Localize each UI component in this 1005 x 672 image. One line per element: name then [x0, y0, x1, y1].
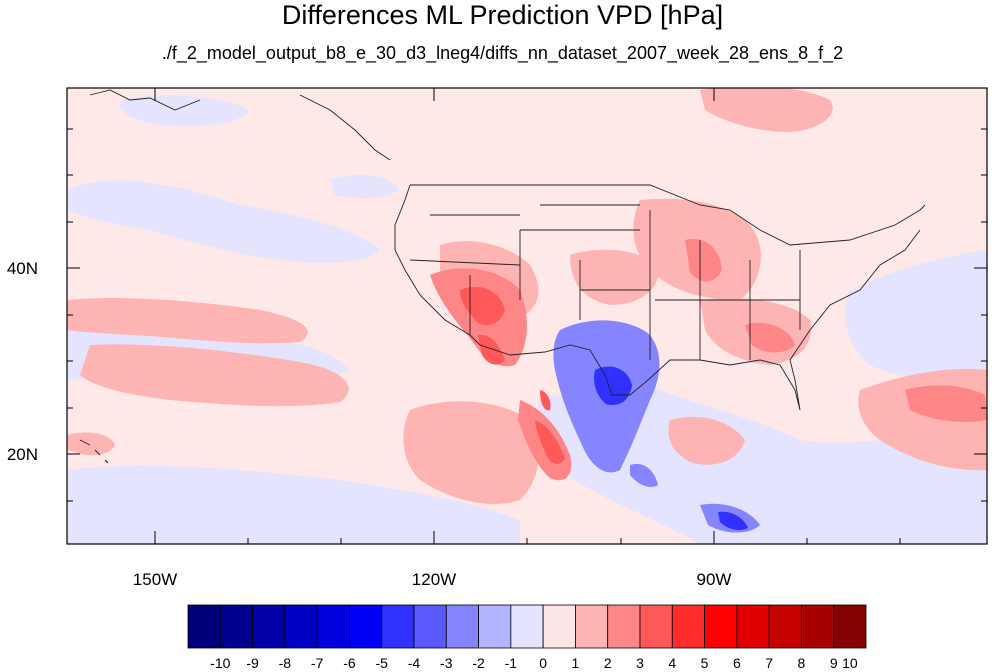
colorbar-box	[736, 604, 770, 649]
colorbar-box	[316, 604, 350, 649]
colorbar-label: 10	[842, 655, 858, 671]
colorbar-box	[219, 604, 253, 649]
lat-label: 40N	[7, 259, 38, 278]
colorbar-box	[801, 604, 835, 649]
colorbar-label: 7	[765, 655, 773, 671]
colorbar-label: 0	[539, 655, 547, 671]
colorbar-box	[542, 604, 576, 649]
colorbar-label: 2	[604, 655, 612, 671]
colorbar-box	[187, 604, 221, 649]
colorbar-label: -2	[472, 655, 485, 671]
colorbar-label: -6	[343, 655, 356, 671]
lon-label: 90W	[697, 570, 732, 589]
colorbar-box	[639, 604, 673, 649]
strong-positive-regions	[460, 286, 565, 464]
colorbar-box	[252, 604, 286, 649]
colorbar-box	[478, 604, 512, 649]
colorbar-box	[575, 604, 609, 649]
axis-ticks	[67, 88, 987, 544]
colorbar-box	[833, 604, 867, 649]
colorbar-label: 1	[572, 655, 580, 671]
colorbar-box	[607, 604, 641, 649]
colorbar-label: 3	[636, 655, 644, 671]
colorbar-box	[704, 604, 738, 649]
colorbar-label: -3	[440, 655, 453, 671]
colorbar-label: -1	[505, 655, 518, 671]
colorbar-box	[510, 604, 544, 649]
colorbar-box	[284, 604, 318, 649]
colorbar-label: -8	[279, 655, 292, 671]
map-subtitle: ./f_2_model_output_b8_e_30_d3_lneg4/diff…	[161, 43, 844, 63]
lat-label: 20N	[7, 445, 38, 464]
colorbar-label: -9	[246, 655, 259, 671]
colorbar-box	[381, 604, 415, 649]
colorbar-label: 4	[668, 655, 676, 671]
colorbar-label: -4	[408, 655, 421, 671]
lon-label: 120W	[412, 570, 456, 589]
difference-field	[67, 88, 987, 544]
colorbar-label: 5	[701, 655, 709, 671]
colorbar: -10 -9 -8 -7 -6 -5 -4 -3 -2 -1 0 1 2 3 4 5 6 7 8 9 10	[187, 604, 867, 671]
colorbar-box	[671, 604, 705, 649]
colorbar-label: -10	[210, 655, 230, 671]
colorbar-label: 6	[733, 655, 741, 671]
weak-negative-regions	[67, 95, 987, 544]
colorbar-box	[768, 604, 802, 649]
map-title: Differences ML Prediction VPD [hPa]	[281, 0, 724, 30]
lon-label: 150W	[133, 570, 177, 589]
colorbar-label: 9	[830, 655, 838, 671]
colorbar-label: 8	[798, 655, 806, 671]
coastline-and-borders	[79, 89, 926, 464]
colorbar-label: -7	[311, 655, 324, 671]
colorbar-box	[413, 604, 447, 649]
colorbar-box	[349, 604, 383, 649]
colorbar-label: -5	[375, 655, 388, 671]
colorbar-box	[445, 604, 479, 649]
